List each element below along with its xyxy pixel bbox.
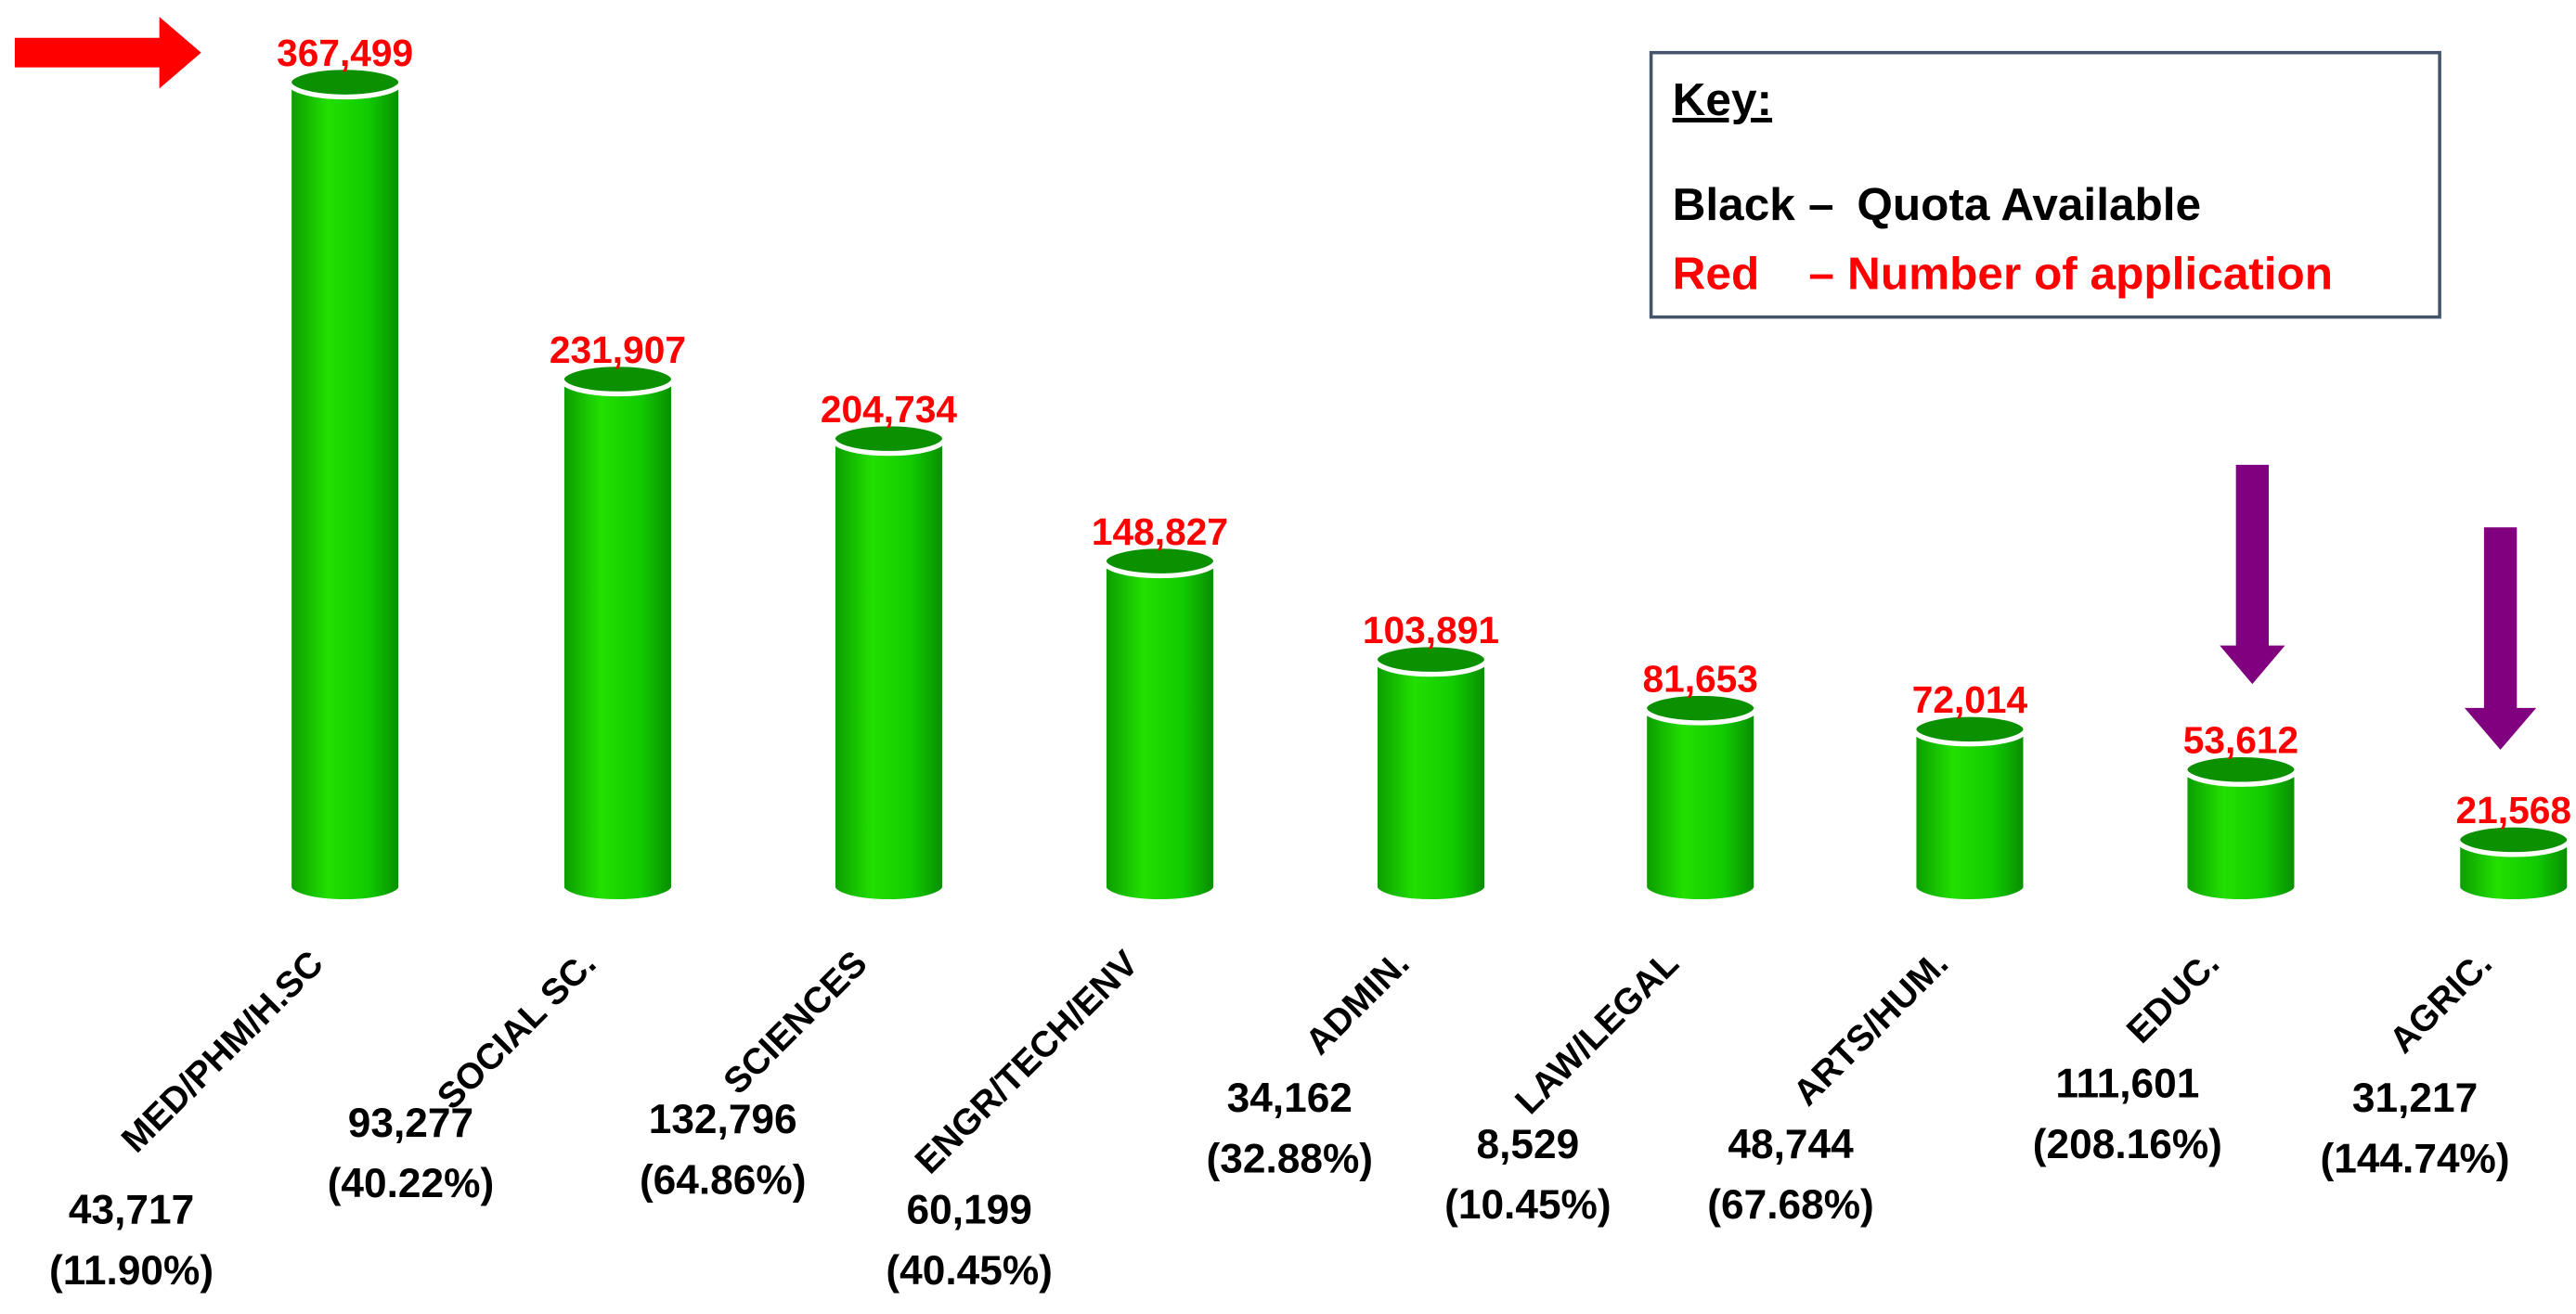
legend-entry: Black – Quota Available	[1673, 178, 2201, 230]
quota-percent: (40.45%)	[886, 1248, 1052, 1294]
quota-label: 43,717	[69, 1188, 194, 1233]
bar	[1101, 543, 1219, 905]
red-arrow	[11, 9, 207, 97]
bar-top	[2182, 752, 2299, 787]
category-label: ARTS/HUM.	[1786, 944, 1956, 1114]
category-label: AGRIC.	[2382, 944, 2500, 1062]
legend-label: Quota Available	[1857, 178, 2201, 230]
value-label: 231,907	[550, 328, 686, 371]
value-label: 103,891	[1363, 609, 1499, 651]
quota-percent: (32.88%)	[1207, 1137, 1374, 1182]
bar-top	[830, 421, 948, 457]
bar-body	[830, 436, 948, 905]
quota-label: 111,601	[2055, 1061, 2199, 1106]
legend: Black – Quota Available Red – Number of appli…	[1673, 178, 2333, 299]
quota-percent: (67.68%)	[1707, 1182, 1873, 1228]
bar-top	[559, 361, 677, 397]
bar	[559, 361, 677, 905]
quota-percent: (40.22%)	[328, 1161, 495, 1206]
bar-body	[2454, 837, 2572, 905]
value-label: 53,612	[2183, 719, 2298, 762]
quota-percent: (11.90%)	[49, 1248, 214, 1294]
legend-separator: –	[1808, 248, 1834, 300]
quota-label: 132,796	[649, 1097, 797, 1142]
quota-label: 48,744	[1728, 1122, 1854, 1167]
bar-top	[286, 64, 404, 100]
bar-body	[2182, 766, 2299, 905]
legend-key: Black	[1673, 178, 1796, 230]
category-label: EDUC.	[2119, 944, 2227, 1051]
bar	[1641, 690, 1759, 905]
bar	[830, 421, 948, 905]
quota-label: 60,199	[907, 1188, 1032, 1233]
legend-entry: Red – Number of application	[1673, 248, 2333, 300]
quota-percent: (64.86%)	[640, 1158, 807, 1204]
category-label: SOCIAL SC.	[430, 944, 603, 1117]
bar-body	[1911, 727, 2028, 905]
category-label: ENGR/TECH/ENV	[908, 944, 1146, 1182]
category-label: ADMIN.	[1298, 944, 1417, 1063]
value-label: 81,653	[1642, 657, 1757, 700]
quota-percent: (144.74%)	[2321, 1137, 2510, 1182]
value-label: 21,568	[2456, 789, 2571, 831]
value-label: 72,014	[1912, 678, 2028, 721]
bar	[2454, 822, 2572, 905]
bar	[1372, 642, 1490, 905]
value-label: 367,499	[277, 32, 413, 74]
quota-percent: (208.16%)	[2033, 1122, 2222, 1167]
bar-top	[2454, 822, 2572, 857]
legend-separator: –	[1808, 178, 1834, 230]
bar	[2182, 752, 2299, 905]
bar-body	[1101, 558, 1219, 905]
bar-top	[1911, 712, 2028, 747]
bar	[286, 64, 404, 905]
quota-percent: (10.45%)	[1444, 1182, 1612, 1228]
bar-body	[1372, 656, 1490, 905]
bar-body	[286, 79, 404, 905]
bar	[1911, 712, 2028, 905]
quota-label: 34,162	[1227, 1076, 1353, 1121]
legend-label: Number of application	[1847, 248, 2333, 300]
quota-label: 93,277	[348, 1101, 473, 1146]
legend-title: Key:	[1673, 73, 1772, 125]
quota-label: 31,217	[2352, 1076, 2478, 1121]
category-label: SCIENCES	[716, 944, 874, 1102]
purple-arrow	[2212, 461, 2293, 689]
value-label: 148,827	[1092, 510, 1228, 553]
value-label: 204,734	[821, 388, 957, 431]
bar-top	[1372, 642, 1490, 677]
category-label: LAW/LEGAL	[1508, 944, 1686, 1122]
category-label: MED/PHM/H.SC	[114, 944, 331, 1161]
bar-body	[1641, 705, 1759, 905]
quota-label: 8,529	[1477, 1122, 1580, 1167]
purple-arrow	[2457, 523, 2544, 755]
legend-key: Red	[1673, 248, 1760, 300]
bar-top	[1641, 690, 1759, 726]
bar-top	[1101, 543, 1219, 579]
legend-box	[1649, 50, 2441, 319]
bar-body	[559, 376, 677, 905]
